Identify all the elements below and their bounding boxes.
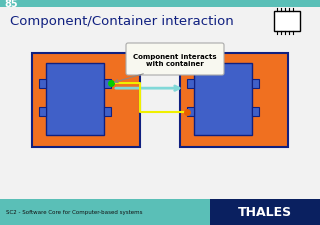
Text: 85: 85 xyxy=(4,0,18,9)
Text: Component/Container interaction: Component/Container interaction xyxy=(10,14,234,27)
Bar xyxy=(187,79,194,88)
Text: THALES: THALES xyxy=(238,206,292,218)
Bar xyxy=(194,64,252,135)
Bar xyxy=(252,79,259,88)
Bar xyxy=(46,64,104,135)
Bar xyxy=(210,199,320,225)
Bar xyxy=(104,79,111,88)
Bar xyxy=(274,12,300,32)
Bar xyxy=(0,0,320,8)
FancyBboxPatch shape xyxy=(126,44,224,76)
Bar xyxy=(39,79,46,88)
Bar xyxy=(180,54,288,147)
Text: SC2 - Software Core for Computer-based systems: SC2 - Software Core for Computer-based s… xyxy=(6,209,142,215)
Bar xyxy=(32,54,140,147)
Bar xyxy=(252,108,259,117)
Bar xyxy=(104,108,111,117)
Bar xyxy=(0,199,320,225)
Bar xyxy=(187,108,194,117)
Bar xyxy=(39,108,46,117)
Text: Component interacts
with container: Component interacts with container xyxy=(133,53,217,66)
